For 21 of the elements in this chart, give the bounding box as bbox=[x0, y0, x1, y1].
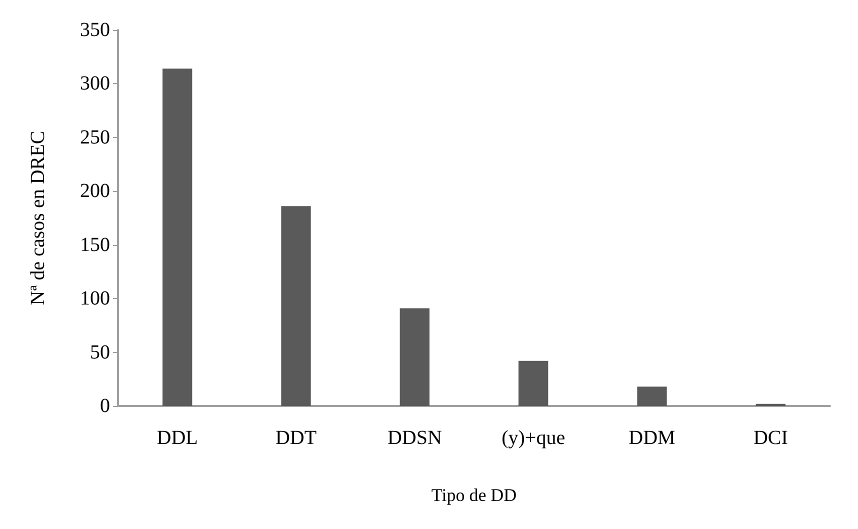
bar bbox=[162, 68, 192, 406]
y-tick-label: 350 bbox=[80, 19, 110, 41]
x-tick-label: DCI bbox=[753, 427, 788, 449]
x-tick-label: DDSN bbox=[387, 427, 442, 449]
bar bbox=[400, 308, 430, 406]
x-tick-label: DDM bbox=[628, 427, 676, 449]
y-axis-title: Nª de casos en DREC bbox=[27, 130, 49, 306]
y-tick-label: 150 bbox=[80, 234, 110, 256]
bar bbox=[518, 360, 548, 406]
y-tick-label: 250 bbox=[80, 126, 110, 148]
y-tick-label: 0 bbox=[100, 395, 110, 417]
bar bbox=[637, 386, 667, 406]
bar bbox=[281, 206, 311, 406]
x-axis-title: Tipo de DD bbox=[431, 485, 517, 505]
y-tick-label: 200 bbox=[80, 180, 110, 202]
x-tick-label: DDT bbox=[275, 427, 317, 449]
y-tick-label: 300 bbox=[80, 72, 110, 95]
y-tick-label: 50 bbox=[90, 341, 110, 364]
y-tick-label: 100 bbox=[80, 288, 110, 310]
x-tick-label: (y)+que bbox=[502, 427, 566, 449]
x-tick-label: DDL bbox=[156, 427, 198, 449]
